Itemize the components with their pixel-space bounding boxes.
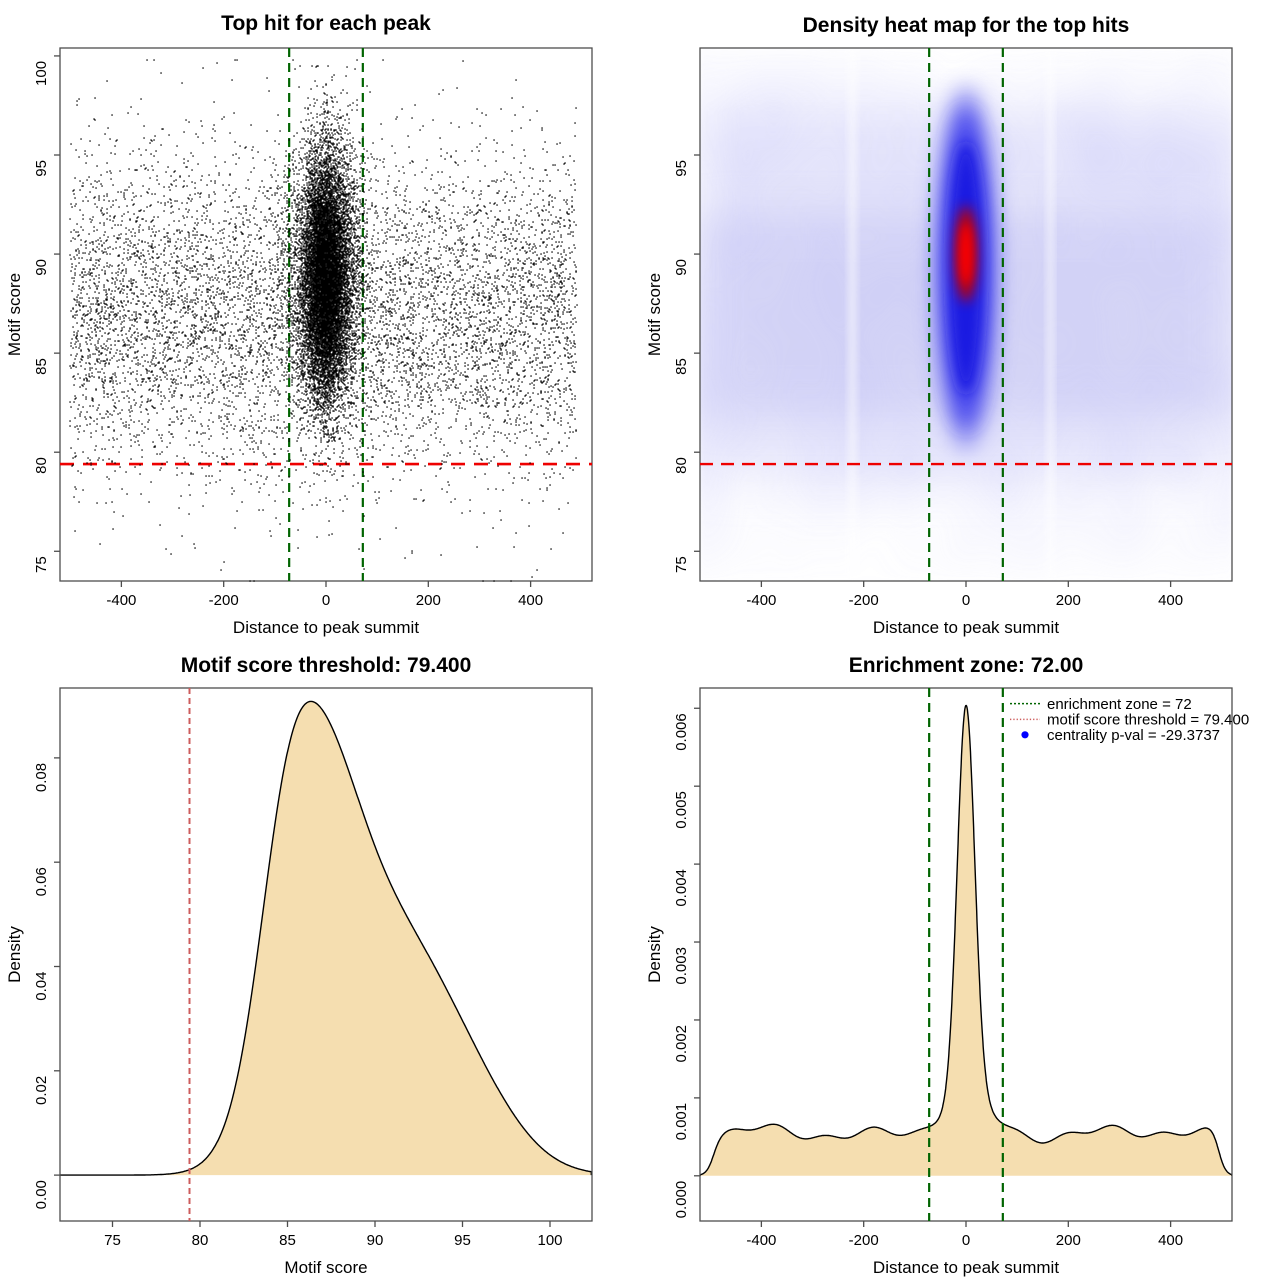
svg-text:80: 80 <box>673 457 690 474</box>
svg-text:-400: -400 <box>106 592 136 609</box>
svg-text:75: 75 <box>33 556 50 573</box>
svg-text:95: 95 <box>33 160 50 177</box>
svg-text:85: 85 <box>673 358 690 375</box>
svg-text:Top hit for each peak: Top hit for each peak <box>221 12 431 35</box>
svg-text:0.004: 0.004 <box>673 869 690 907</box>
svg-text:400: 400 <box>518 592 543 609</box>
svg-text:80: 80 <box>33 457 50 474</box>
svg-text:100: 100 <box>33 61 50 86</box>
svg-text:200: 200 <box>1056 592 1081 609</box>
svg-text:enrichment zone = 72: enrichment zone = 72 <box>1047 696 1192 713</box>
svg-text:200: 200 <box>1056 1232 1081 1249</box>
svg-text:0.02: 0.02 <box>33 1076 50 1105</box>
svg-text:0: 0 <box>962 1232 970 1249</box>
svg-text:-400: -400 <box>746 592 776 609</box>
svg-text:0.006: 0.006 <box>673 713 690 751</box>
svg-text:Density: Density <box>5 926 24 983</box>
svg-text:0.005: 0.005 <box>673 791 690 829</box>
svg-text:Distance to peak summit: Distance to peak summit <box>873 618 1059 637</box>
svg-text:75: 75 <box>673 556 690 573</box>
svg-text:0.00: 0.00 <box>33 1180 50 1209</box>
svg-text:90: 90 <box>33 259 50 276</box>
svg-text:Motif score: Motif score <box>284 1258 367 1277</box>
svg-text:Distance to peak summit: Distance to peak summit <box>233 618 419 637</box>
svg-text:Density heat map for the top h: Density heat map for the top hits <box>803 14 1130 37</box>
svg-text:centrality p-val = -29.3737: centrality p-val = -29.3737 <box>1047 727 1220 744</box>
svg-text:400: 400 <box>1158 1232 1183 1249</box>
svg-text:0.04: 0.04 <box>33 972 50 1001</box>
svg-text:400: 400 <box>1158 592 1183 609</box>
svg-text:85: 85 <box>33 358 50 375</box>
svg-text:200: 200 <box>416 592 441 609</box>
svg-text:Motif score threshold: 79.400: Motif score threshold: 79.400 <box>181 654 472 677</box>
svg-text:0.08: 0.08 <box>33 763 50 792</box>
svg-text:-200: -200 <box>209 592 239 609</box>
svg-text:75: 75 <box>104 1232 121 1249</box>
svg-text:0: 0 <box>962 592 970 609</box>
svg-text:80: 80 <box>192 1232 209 1249</box>
svg-text:Motif score: Motif score <box>645 273 664 356</box>
svg-text:0: 0 <box>322 592 330 609</box>
svg-text:85: 85 <box>279 1232 296 1249</box>
svg-text:-200: -200 <box>849 1232 879 1249</box>
svg-text:0.001: 0.001 <box>673 1103 690 1141</box>
svg-text:Motif score: Motif score <box>5 273 24 356</box>
svg-text:95: 95 <box>454 1232 471 1249</box>
svg-text:-200: -200 <box>849 592 879 609</box>
svg-text:Distance to peak summit: Distance to peak summit <box>873 1258 1059 1277</box>
svg-text:0.000: 0.000 <box>673 1181 690 1219</box>
svg-text:0.06: 0.06 <box>33 867 50 896</box>
svg-text:100: 100 <box>537 1232 562 1249</box>
svg-text:Enrichment zone: 72.00: Enrichment zone: 72.00 <box>849 654 1084 677</box>
svg-text:95: 95 <box>673 160 690 177</box>
svg-text:0.002: 0.002 <box>673 1025 690 1063</box>
svg-text:Density: Density <box>645 926 664 983</box>
svg-text:-400: -400 <box>746 1232 776 1249</box>
svg-text:90: 90 <box>673 259 690 276</box>
svg-text:0.003: 0.003 <box>673 947 690 985</box>
svg-text:90: 90 <box>367 1232 384 1249</box>
